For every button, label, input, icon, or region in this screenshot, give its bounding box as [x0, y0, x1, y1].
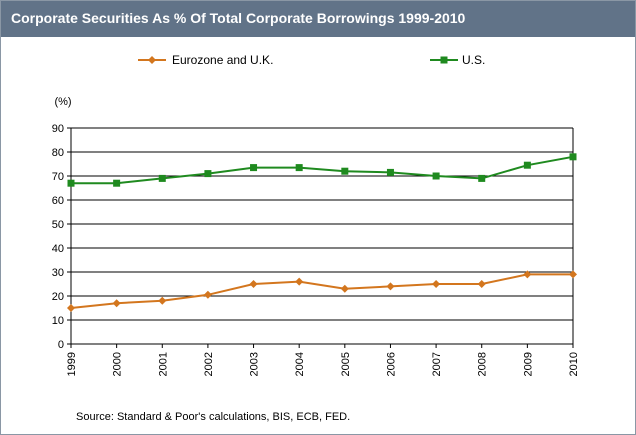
y-tick-label: 80: [52, 147, 64, 159]
legend: Eurozone and U.K. U.S.: [138, 53, 485, 67]
data-point: [340, 284, 349, 293]
y-axis-ticks: 0 10 20 30 40 50 60 70 80 90: [52, 123, 71, 351]
data-point: [569, 270, 577, 279]
y-tick-label: 70: [52, 171, 64, 183]
y-tick-label: 20: [52, 291, 64, 303]
x-tick-label: 2005: [340, 352, 352, 376]
x-tick-label: 2004: [294, 352, 306, 376]
x-tick-label: 2006: [385, 352, 397, 376]
series-line-eurozone: [70, 273, 573, 309]
legend-label: Eurozone and U.K.: [172, 53, 273, 67]
gridlines: [70, 127, 574, 345]
x-tick-label: 2007: [431, 352, 443, 376]
series-line-us: [71, 155, 574, 185]
x-tick-label: 2001: [157, 352, 169, 376]
y-tick-label: 0: [58, 339, 64, 351]
data-point: [67, 304, 75, 312]
y-tick-label: 90: [52, 123, 64, 135]
y-tick-label: 30: [52, 267, 64, 279]
data-point: [341, 167, 349, 175]
chart-title: Corporate Securities As % Of Total Corpo…: [11, 10, 466, 26]
data-point: [386, 168, 394, 176]
y-tick-label: 60: [52, 195, 64, 207]
y-tick-label: 50: [52, 219, 64, 231]
data-point: [158, 174, 166, 182]
data-point: [67, 179, 75, 187]
data-point: [112, 299, 121, 308]
data-point: [158, 296, 167, 305]
data-point: [523, 270, 532, 279]
x-tick-label: 2009: [522, 352, 534, 376]
x-axis-ticks: 1999 2000 2001 2002 2003 2004 2005 2006 2007 2008…: [66, 344, 580, 376]
line-chart: Eurozone and U.K. U.S. (%) 0 10 20 30 40 50 60 7…: [52, 53, 580, 376]
data-point: [386, 282, 395, 291]
data-point: [569, 153, 577, 161]
data-point: [113, 179, 121, 187]
y-tick-label: 40: [52, 243, 64, 255]
data-point: [295, 277, 304, 286]
legend-label: U.S.: [462, 53, 485, 67]
source-note: Source: Standard & Poor's calculations, …: [76, 411, 351, 423]
data-point: [250, 164, 258, 172]
y-tick-label: 10: [52, 315, 64, 327]
data-point: [523, 161, 531, 169]
x-tick-label: 2008: [477, 352, 489, 376]
legend-marker: [148, 56, 156, 64]
y-axis-label: (%): [54, 96, 71, 108]
x-tick-label: 2010: [568, 352, 580, 376]
x-tick-label: 2000: [112, 352, 124, 376]
x-tick-label: 2003: [249, 352, 261, 376]
data-point: [204, 170, 212, 178]
title-bar: Corporate Securities As % Of Total Corpo…: [1, 1, 635, 37]
data-point: [295, 164, 303, 172]
data-point: [249, 280, 258, 288]
x-tick-label: 2002: [203, 352, 215, 376]
legend-marker: [440, 56, 448, 64]
data-point: [478, 174, 486, 182]
data-point: [203, 290, 212, 299]
data-point: [477, 280, 486, 288]
x-tick-label: 1999: [66, 352, 78, 376]
data-point: [432, 172, 440, 180]
data-point: [432, 280, 441, 288]
plot-area: [67, 153, 577, 312]
